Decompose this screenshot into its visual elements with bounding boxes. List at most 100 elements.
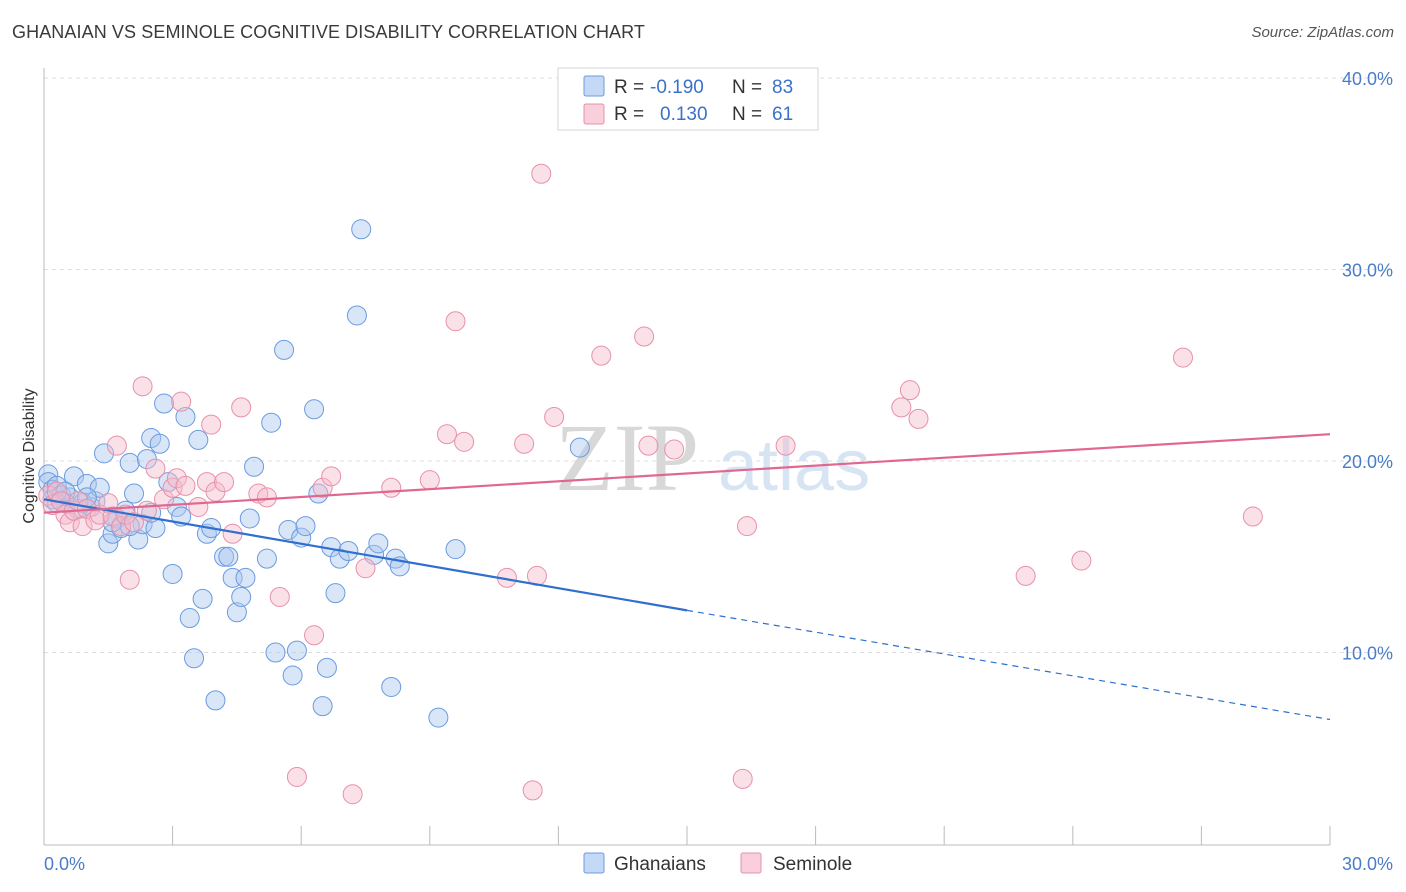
ghanaians-point-71 xyxy=(381,676,402,697)
grid-lines xyxy=(44,77,1392,653)
seminole-point-25 xyxy=(171,391,192,412)
legend-swatch-ghanaians xyxy=(583,75,605,97)
ghanaians-point-52 xyxy=(265,642,286,663)
y-tick-labels: 10.0% 20.0% 30.0% 40.0% xyxy=(1342,69,1393,664)
seminole-point-29 xyxy=(201,414,222,435)
ghanaians-point-48 xyxy=(239,508,260,529)
legend-n-value-ghanaians: 83 xyxy=(772,77,793,98)
y-axis-label: Cognitive Disability xyxy=(21,388,38,523)
ghanaians-point-41 xyxy=(205,690,226,711)
x-tick-label-0: 0.0% xyxy=(44,854,85,874)
source-label: Source: ZipAtlas.com xyxy=(1251,24,1394,41)
ghanaians-point-76 xyxy=(569,437,590,458)
seminole-point-24 xyxy=(166,468,187,489)
seminole-point-43 xyxy=(381,477,402,498)
watermark: ZIP atlas xyxy=(555,404,870,511)
stats-legend: R = -0.190 N = 83 R = 0.130 N = 61 xyxy=(557,67,819,131)
seminole-point-61 xyxy=(891,397,912,418)
ghanaians-point-15 xyxy=(94,443,115,464)
ghanaians-point-51 xyxy=(261,412,282,433)
seminole-point-38 xyxy=(304,625,325,646)
seminole-point-17 xyxy=(119,569,140,590)
ghanaians-point-31 xyxy=(162,563,183,584)
ghanaians-point-43 xyxy=(218,546,239,567)
seminole-point-19 xyxy=(132,376,153,397)
ghanaians-point-8 xyxy=(64,466,85,487)
ghanaians-point-61 xyxy=(312,696,333,717)
axes xyxy=(43,68,1331,846)
ghanaians-point-67 xyxy=(346,305,367,326)
seminole-point-23 xyxy=(162,477,183,498)
ghanaians-trend-line xyxy=(43,498,688,612)
y-tick-label-3: 40.0% xyxy=(1342,69,1393,89)
ghanaians-point-53 xyxy=(274,339,295,360)
ghanaians-point-74 xyxy=(428,707,449,728)
ghanaians-point-64 xyxy=(325,583,346,604)
seminole-point-33 xyxy=(231,397,252,418)
ghanaians-point-75 xyxy=(445,539,466,560)
ghanaians-point-34 xyxy=(175,406,196,427)
seminole-point-54 xyxy=(591,345,612,366)
y-tick-label-0: 10.0% xyxy=(1342,644,1393,664)
seminole-point-60 xyxy=(775,435,796,456)
seminole-point-14 xyxy=(106,435,127,456)
ghanaians-point-50 xyxy=(256,548,277,569)
seminole-point-56 xyxy=(638,435,659,456)
seminole-point-65 xyxy=(1071,550,1092,571)
seminole-point-66 xyxy=(1242,506,1263,527)
seminole-point-45 xyxy=(436,424,457,445)
ghanaians-point-32 xyxy=(166,496,187,517)
seminole-point-62 xyxy=(899,380,920,401)
ghanaians-point-16 xyxy=(98,533,119,554)
seminole-point-8 xyxy=(72,516,93,537)
trend-lines xyxy=(43,433,1331,721)
ghanaians-point-24 xyxy=(132,514,153,535)
ghanaians-point-62 xyxy=(316,657,337,678)
seminole-point-37 xyxy=(286,766,307,787)
legend-r-value-ghanaians: -0.190 xyxy=(650,77,704,98)
seminole-point-55 xyxy=(634,326,655,347)
seminole-point-40 xyxy=(321,466,342,487)
ghanaians-point-58 xyxy=(295,516,316,537)
ghanaians-point-65 xyxy=(329,548,350,569)
ghanaians-point-35 xyxy=(179,608,200,629)
ghanaians-point-70 xyxy=(368,533,389,554)
ghanaians-point-49 xyxy=(244,456,265,477)
seminole-point-57 xyxy=(664,439,685,460)
ghanaians-point-38 xyxy=(192,588,213,609)
seminole-point-50 xyxy=(522,780,543,801)
ghanaians-point-42 xyxy=(214,546,235,567)
ghanaians-trend-extension xyxy=(686,609,1331,721)
seminole-trend-line xyxy=(43,433,1331,514)
seminole-point-26 xyxy=(175,475,196,496)
x-tick-label-1: 30.0% xyxy=(1342,854,1393,874)
bottom-legend-swatch-seminole xyxy=(740,852,762,874)
legend-n-label-ghanaians: N = xyxy=(732,77,762,98)
ghanaians-point-22 xyxy=(124,483,145,504)
seminole-point-21 xyxy=(145,458,166,479)
bottom-legend-swatch-ghanaians xyxy=(583,852,605,874)
ghanaians-point-45 xyxy=(226,602,247,623)
seminole-point-31 xyxy=(214,472,235,493)
legend-swatch-seminole xyxy=(583,103,605,125)
seminole-point-47 xyxy=(454,431,475,452)
legend-n-label-seminole: N = xyxy=(732,104,762,125)
seminole-point-46 xyxy=(445,311,466,332)
seminole-point-53 xyxy=(544,406,565,427)
series-legend: Ghanaians Seminole xyxy=(583,852,852,875)
ghanaians-point-47 xyxy=(235,567,256,588)
seminole-point-41 xyxy=(342,784,363,805)
legend-r-label-ghanaians: R = xyxy=(614,77,644,98)
seminole-point-18 xyxy=(124,512,145,533)
seminole-point-5 xyxy=(59,512,80,533)
bottom-legend-label-seminole: Seminole xyxy=(773,854,852,875)
ghanaians-point-56 xyxy=(286,640,307,661)
ghanaians-point-28 xyxy=(149,433,170,454)
seminole-point-49 xyxy=(514,433,535,454)
series-ghanaians-points xyxy=(38,219,590,728)
seminole-point-67 xyxy=(1173,347,1193,368)
seminole-point-64 xyxy=(1015,565,1036,586)
seminole-point-15 xyxy=(111,516,132,537)
legend-n-value-seminole: 61 xyxy=(772,104,793,125)
